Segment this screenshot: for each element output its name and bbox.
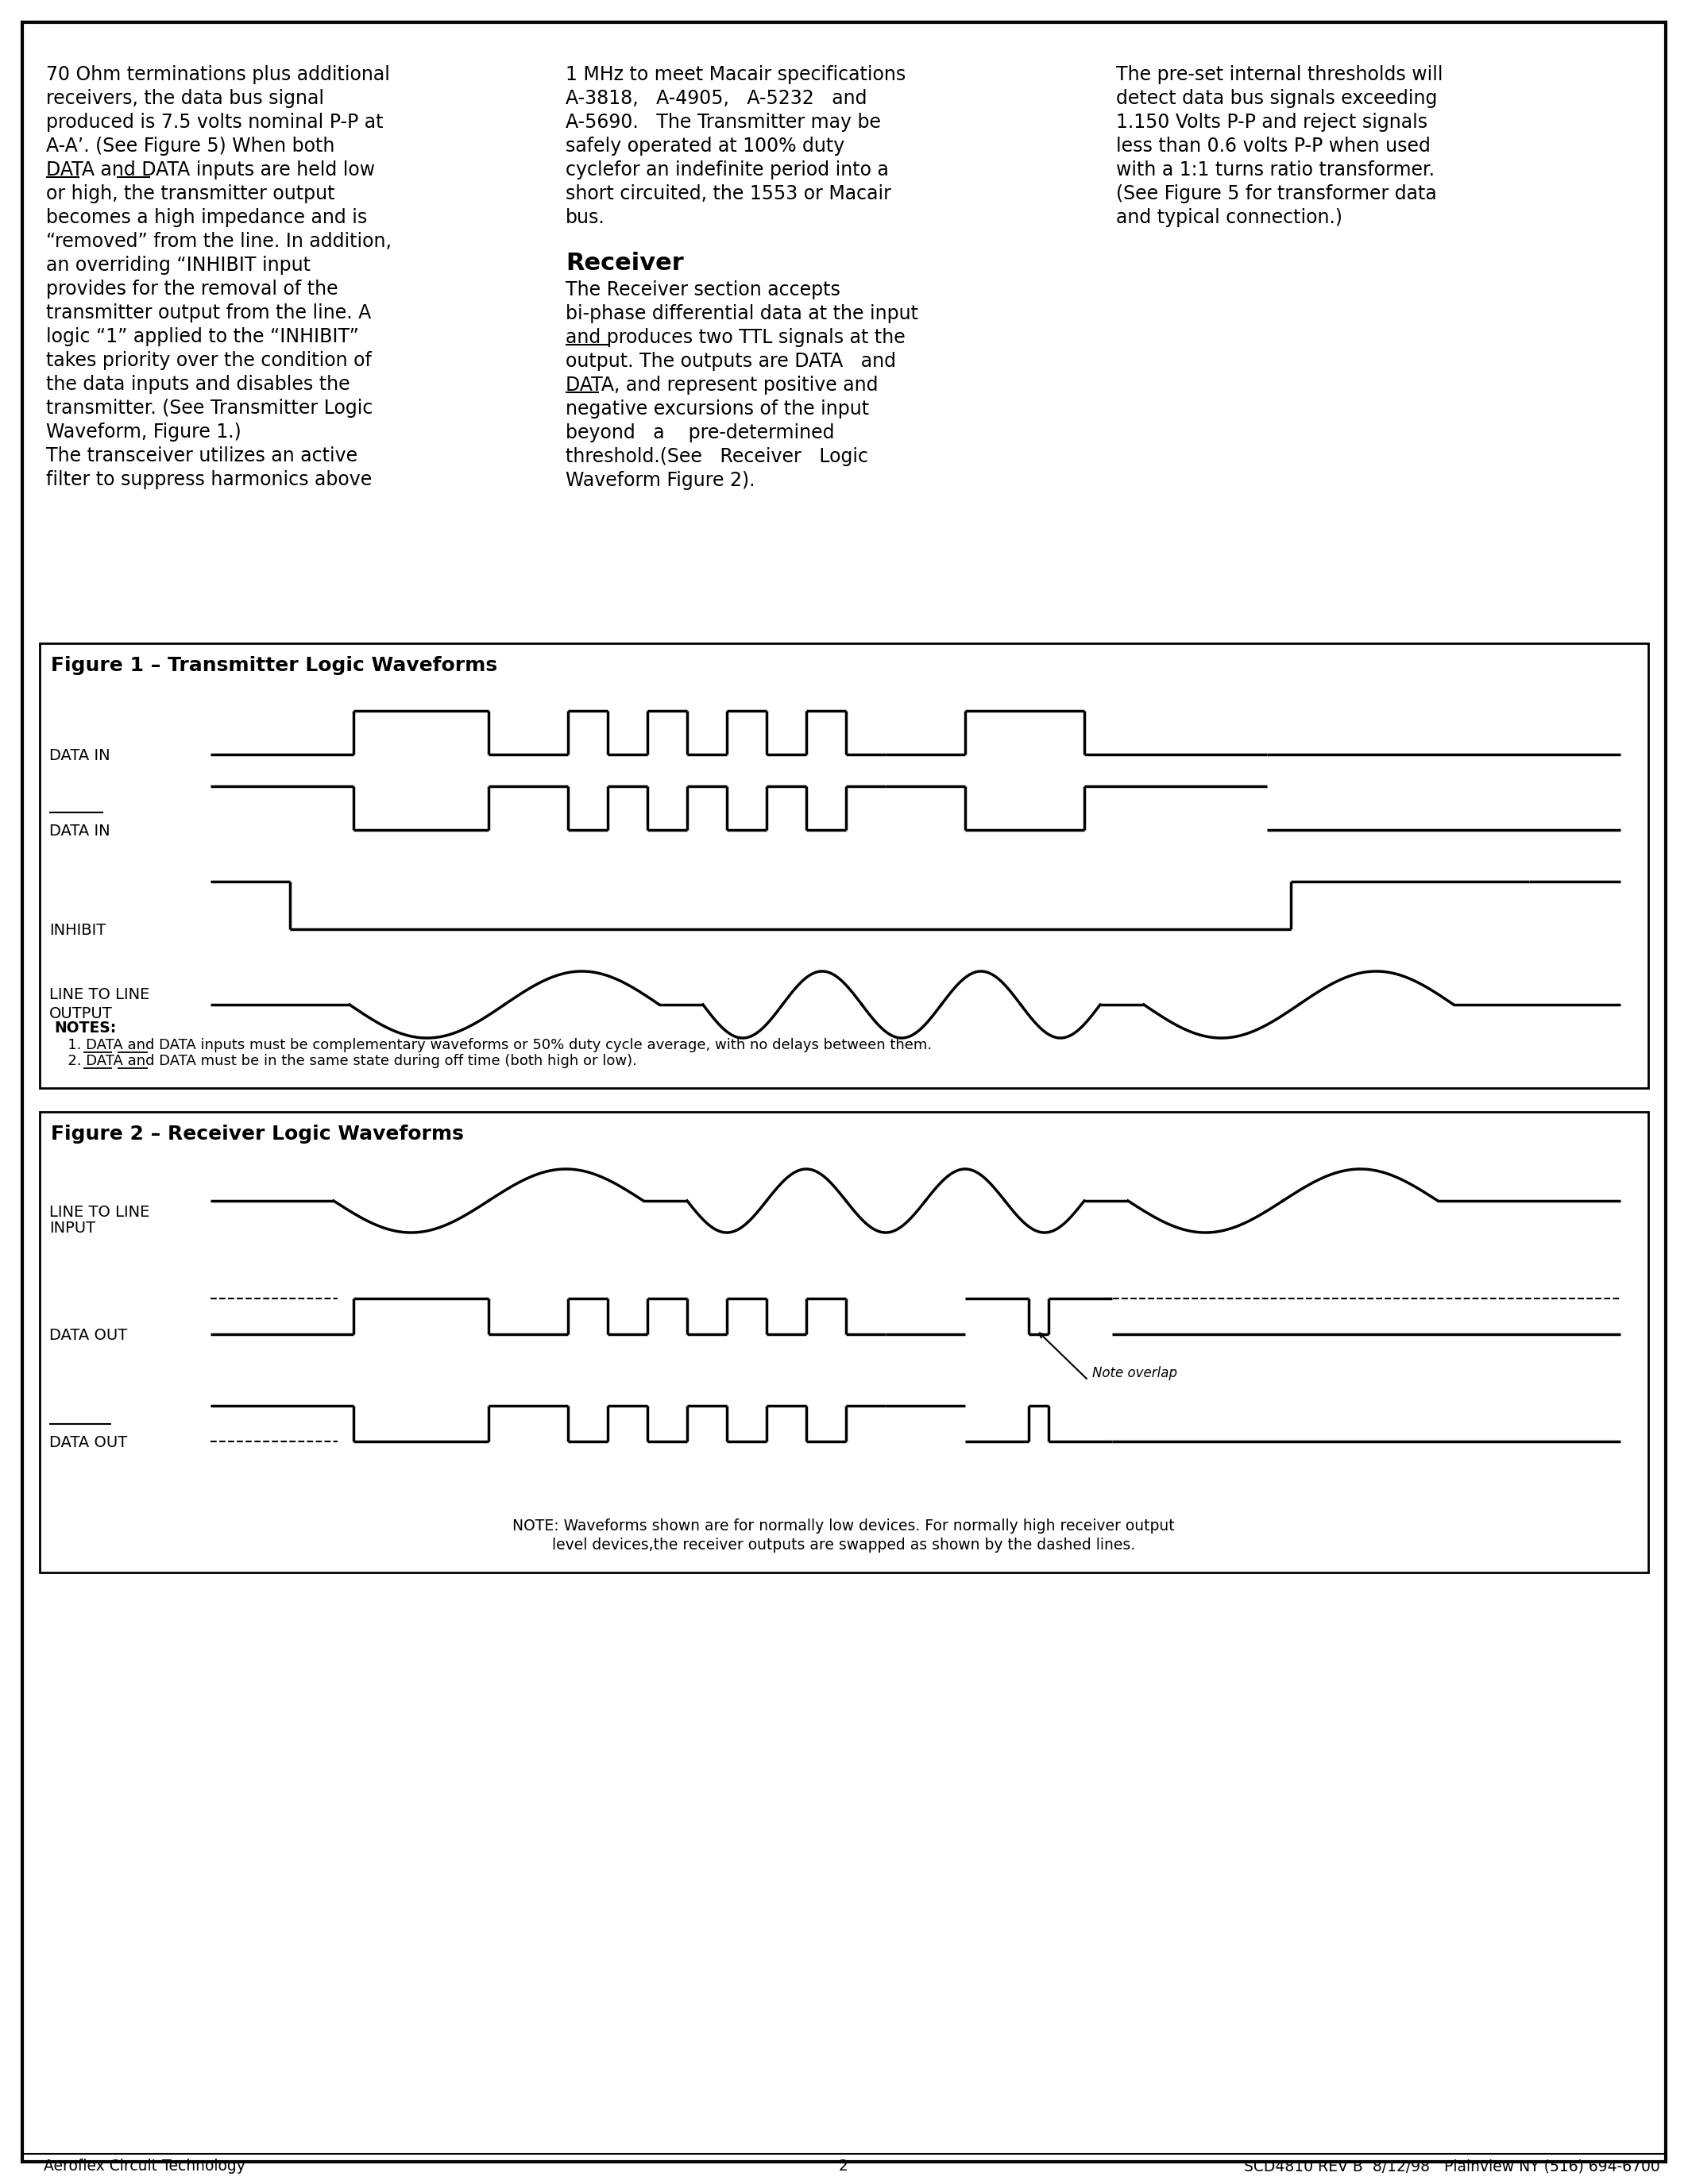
- Text: output. The outputs are DATA   and: output. The outputs are DATA and: [565, 352, 896, 371]
- Text: “removed” from the line. In addition,: “removed” from the line. In addition,: [46, 232, 392, 251]
- Text: LINE TO LINE: LINE TO LINE: [49, 1206, 150, 1221]
- Text: level devices,the receiver outputs are swapped as shown by the dashed lines.: level devices,the receiver outputs are s…: [552, 1538, 1134, 1553]
- Text: an overriding “INHIBIT input: an overriding “INHIBIT input: [46, 256, 311, 275]
- Text: The Receiver section accepts: The Receiver section accepts: [565, 280, 841, 299]
- Text: and produces two TTL signals at the: and produces two TTL signals at the: [565, 328, 905, 347]
- Text: beyond   a    pre-determined: beyond a pre-determined: [565, 424, 834, 443]
- Text: Waveform Figure 2).: Waveform Figure 2).: [565, 472, 755, 489]
- Text: DATA OUT: DATA OUT: [49, 1328, 127, 1343]
- Text: takes priority over the condition of: takes priority over the condition of: [46, 352, 371, 369]
- Text: 1.150 Volts P-P and reject signals: 1.150 Volts P-P and reject signals: [1116, 114, 1428, 131]
- Text: bus.: bus.: [565, 207, 604, 227]
- Text: less than 0.6 volts P-P when used: less than 0.6 volts P-P when used: [1116, 138, 1430, 155]
- Text: DATA and DATA inputs are held low: DATA and DATA inputs are held low: [46, 159, 375, 179]
- Text: provides for the removal of the: provides for the removal of the: [46, 280, 338, 299]
- Text: short circuited, the 1553 or Macair: short circuited, the 1553 or Macair: [565, 183, 891, 203]
- Text: A-A’. (See Figure 5) When both: A-A’. (See Figure 5) When both: [46, 138, 334, 155]
- Text: bi-phase differential data at the input: bi-phase differential data at the input: [565, 304, 918, 323]
- Text: A-3818,   A-4905,   A-5232   and: A-3818, A-4905, A-5232 and: [565, 90, 868, 107]
- Text: INPUT: INPUT: [49, 1221, 96, 1236]
- Text: logic “1” applied to the “INHIBIT”: logic “1” applied to the “INHIBIT”: [46, 328, 360, 347]
- Text: DATA IN: DATA IN: [49, 749, 110, 762]
- Text: 1 MHz to meet Macair specifications: 1 MHz to meet Macair specifications: [565, 66, 906, 85]
- Text: threshold.(See   Receiver   Logic: threshold.(See Receiver Logic: [565, 448, 868, 465]
- Text: OUTPUT: OUTPUT: [49, 1007, 113, 1022]
- Text: Receiver: Receiver: [565, 251, 684, 275]
- Text: SCD4810 REV B  8/12/98   Plainview NY (516) 694-6700: SCD4810 REV B 8/12/98 Plainview NY (516)…: [1244, 2158, 1661, 2173]
- Bar: [41, 1112, 1647, 1572]
- Text: DATA, and represent positive and: DATA, and represent positive and: [565, 376, 878, 395]
- Text: cyclefor an indefinite period into a: cyclefor an indefinite period into a: [565, 159, 890, 179]
- Text: negative excursions of the input: negative excursions of the input: [565, 400, 869, 419]
- Text: safely operated at 100% duty: safely operated at 100% duty: [565, 138, 844, 155]
- Text: 2. DATA and DATA must be in the same state during off time (both high or low).: 2. DATA and DATA must be in the same sta…: [54, 1055, 636, 1068]
- Text: NOTE: Waveforms shown are for normally low devices. For normally high receiver o: NOTE: Waveforms shown are for normally l…: [513, 1518, 1175, 1533]
- Text: with a 1:1 turns ratio transformer.: with a 1:1 turns ratio transformer.: [1116, 159, 1435, 179]
- Text: filter to suppress harmonics above: filter to suppress harmonics above: [46, 470, 371, 489]
- Text: Waveform, Figure 1.): Waveform, Figure 1.): [46, 422, 241, 441]
- Text: detect data bus signals exceeding: detect data bus signals exceeding: [1116, 90, 1436, 107]
- Text: produced is 7.5 volts nominal P-P at: produced is 7.5 volts nominal P-P at: [46, 114, 383, 131]
- Text: transmitter output from the line. A: transmitter output from the line. A: [46, 304, 371, 323]
- Text: (See Figure 5 for transformer data: (See Figure 5 for transformer data: [1116, 183, 1436, 203]
- Text: DATA IN: DATA IN: [49, 823, 110, 839]
- Text: and typical connection.): and typical connection.): [1116, 207, 1342, 227]
- Text: Figure 1 – Transmitter Logic Waveforms: Figure 1 – Transmitter Logic Waveforms: [51, 655, 498, 675]
- Text: LINE TO LINE: LINE TO LINE: [49, 987, 150, 1002]
- Bar: [41, 644, 1647, 1088]
- Text: INHIBIT: INHIBIT: [49, 924, 106, 937]
- Text: or high, the transmitter output: or high, the transmitter output: [46, 183, 334, 203]
- Text: receivers, the data bus signal: receivers, the data bus signal: [46, 90, 324, 107]
- Text: transmitter. (See Transmitter Logic: transmitter. (See Transmitter Logic: [46, 400, 373, 417]
- Text: A-5690.   The Transmitter may be: A-5690. The Transmitter may be: [565, 114, 881, 131]
- Text: becomes a high impedance and is: becomes a high impedance and is: [46, 207, 368, 227]
- Text: 1. DATA and DATA inputs must be complementary waveforms or 50% duty cycle averag: 1. DATA and DATA inputs must be compleme…: [54, 1037, 932, 1053]
- Text: The transceiver utilizes an active: The transceiver utilizes an active: [46, 446, 358, 465]
- Text: the data inputs and disables the: the data inputs and disables the: [46, 376, 349, 393]
- Text: The pre-set internal thresholds will: The pre-set internal thresholds will: [1116, 66, 1443, 85]
- Text: Figure 2 – Receiver Logic Waveforms: Figure 2 – Receiver Logic Waveforms: [51, 1125, 464, 1144]
- Text: NOTES:: NOTES:: [54, 1020, 116, 1035]
- Text: 70 Ohm terminations plus additional: 70 Ohm terminations plus additional: [46, 66, 390, 85]
- Text: DATA OUT: DATA OUT: [49, 1435, 127, 1450]
- Text: 2: 2: [839, 2158, 849, 2173]
- Text: Note overlap: Note overlap: [1092, 1365, 1177, 1380]
- Text: Aeroflex Circuit Technology: Aeroflex Circuit Technology: [44, 2158, 245, 2173]
